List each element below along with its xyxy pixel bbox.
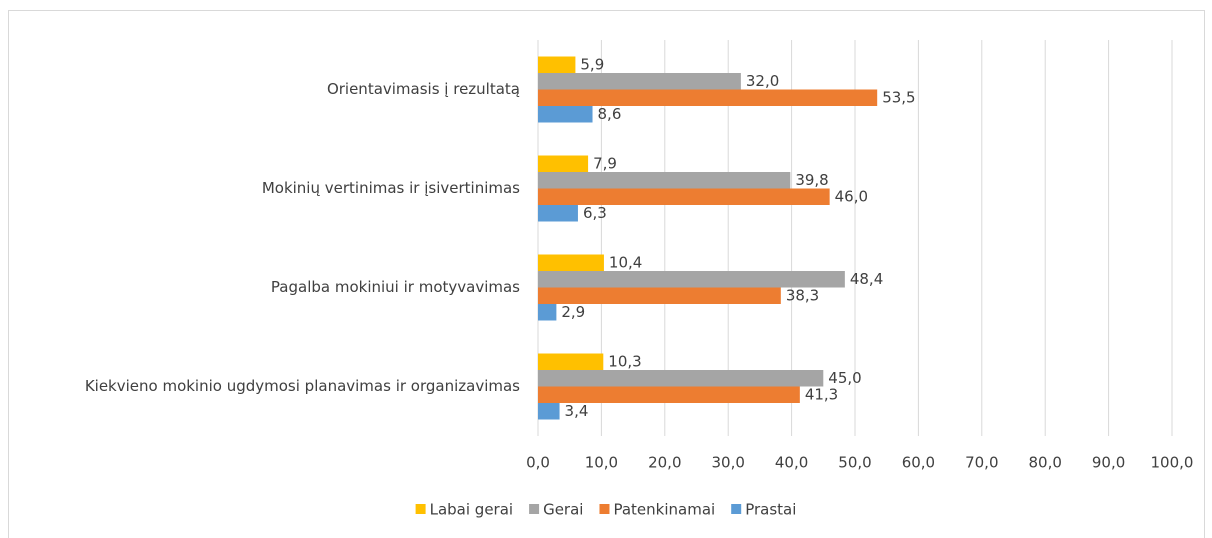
x-tick-label: 90,0: [1092, 454, 1125, 472]
category-label: Mokinių vertinimas ir įsivertinimas: [262, 179, 520, 197]
data-label: 10,3: [608, 352, 641, 370]
x-tick-label: 70,0: [965, 454, 998, 472]
legend-swatch: [599, 504, 610, 514]
x-tick-label: 30,0: [711, 454, 744, 472]
data-label: 8,6: [598, 105, 622, 123]
data-label: 48,4: [850, 270, 883, 288]
x-tick-label: 10,0: [585, 454, 618, 472]
data-label: 7,9: [593, 154, 617, 172]
data-label: 32,0: [746, 72, 779, 90]
category-label: Pagalba mokiniui ir motyvavimas: [271, 278, 520, 296]
data-label: 38,3: [786, 286, 819, 304]
category-label: Orientavimasis į rezultatą: [327, 80, 520, 98]
bar: [538, 386, 800, 403]
bar: [538, 304, 557, 321]
data-label: 3,4: [565, 402, 589, 420]
legend-swatch: [731, 504, 742, 514]
data-label: 53,5: [882, 88, 915, 106]
bar: [538, 73, 741, 90]
bar: [538, 188, 830, 205]
legend-swatch: [415, 504, 426, 514]
bar: [538, 254, 604, 271]
x-tick-label: 50,0: [838, 454, 871, 472]
bar: [538, 155, 589, 172]
data-label: 39,8: [795, 171, 828, 189]
bar: [538, 271, 845, 288]
legend-label: Prastai: [745, 501, 796, 519]
category-label: Kiekvieno mokinio ugdymosi planavimas ir…: [85, 377, 520, 395]
bar: [538, 106, 593, 123]
bar: [538, 403, 560, 420]
data-label: 46,0: [835, 187, 868, 205]
bar: [538, 89, 878, 106]
bar: [538, 172, 791, 189]
x-tick-label: 60,0: [902, 454, 935, 472]
bar: [538, 370, 824, 387]
x-tick-label: 40,0: [775, 454, 808, 472]
legend-label: Labai gerai: [430, 501, 513, 519]
data-label: 41,3: [805, 385, 838, 403]
x-tick-label: 80,0: [1028, 454, 1061, 472]
bar: [538, 353, 604, 370]
data-label: 45,0: [828, 369, 861, 387]
bar: [538, 56, 576, 73]
legend-swatch: [529, 504, 540, 514]
data-label: 10,4: [609, 253, 642, 271]
x-tick-label: 100,0: [1151, 454, 1194, 472]
x-tick-label: 20,0: [648, 454, 681, 472]
data-label: 2,9: [561, 303, 585, 321]
bar: [538, 287, 781, 304]
legend-label: Gerai: [543, 501, 583, 519]
x-tick-label: 0,0: [526, 454, 550, 472]
legend-label: Patenkinamai: [613, 501, 715, 519]
bar: [538, 205, 578, 222]
data-label: 6,3: [583, 204, 607, 222]
data-label: 5,9: [580, 55, 604, 73]
